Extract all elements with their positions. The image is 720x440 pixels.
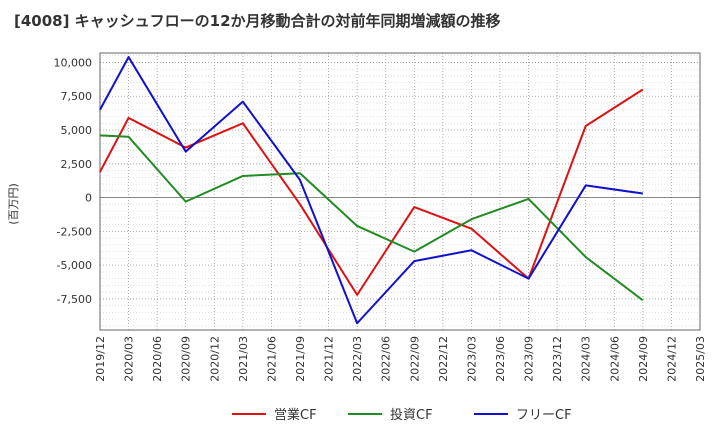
x-tick-label: 2023/12 (551, 336, 564, 382)
x-tick-label: 2021/12 (323, 336, 336, 382)
legend-label-1: 投資CF (390, 407, 433, 423)
grid-layer (99, 53, 701, 330)
x-tick-label: 2020/12 (208, 336, 221, 382)
x-tick-label: 2019/12 (94, 336, 107, 382)
x-tick-label: 2024/12 (665, 336, 678, 382)
x-tick-label: 2021/06 (265, 336, 278, 382)
x-tick-label: 2021/09 (294, 336, 307, 382)
legend-label-0: 営業CF (274, 407, 317, 423)
x-tick-label: 2022/06 (380, 336, 393, 382)
series-line-0 (99, 88, 644, 296)
y-axis-label: (百万円) (7, 183, 20, 225)
legend: 営業CF 投資CF フリーCF (232, 407, 572, 423)
y-tick-labels: 10,000 7,500 5,000 2,500 0 -2,500 -5,000 -7,500 (54, 56, 93, 305)
y-tick-label: 7,500 (61, 90, 93, 103)
series-line-2 (99, 56, 644, 325)
series-layer (99, 56, 644, 325)
x-tick-labels: 2019/12 2020/03 2020/06 2020/09 2020/12 2021/… (94, 336, 707, 382)
plot-background (100, 53, 700, 330)
x-tick-label: 2023/09 (523, 336, 536, 382)
x-tick-label: 2022/03 (351, 336, 364, 382)
chart-title: [4008] キャッシュフローの12か月移動合計の対前年同期増減額の推移 (14, 12, 501, 30)
x-tick-label: 2023/06 (494, 336, 507, 382)
x-tick-label: 2022/09 (408, 336, 421, 382)
plot-frame (99, 52, 701, 331)
x-tick-label: 2023/03 (465, 336, 478, 382)
series-line-1 (99, 134, 644, 302)
x-tick-label: 2020/06 (151, 336, 164, 382)
y-tick-label: 0 (85, 192, 92, 205)
y-tick-label: -5,000 (57, 259, 92, 272)
x-tick-label: 2020/03 (123, 336, 136, 382)
legend-label-2: フリーCF (516, 408, 572, 423)
x-tick-label: 2024/06 (608, 336, 621, 382)
y-tick-label: 5,000 (61, 124, 93, 137)
x-tick-label: 2025/03 (694, 336, 707, 382)
y-tick-label: 2,500 (61, 158, 93, 171)
y-tick-label: 10,000 (54, 56, 93, 69)
x-tick-label: 2021/03 (237, 336, 250, 382)
x-tick-label: 2024/09 (637, 336, 650, 382)
x-tick-label: 2024/03 (580, 336, 593, 382)
y-tick-label: -2,500 (57, 225, 92, 238)
y-tick-label: -7,500 (57, 293, 92, 306)
x-tick-label: 2022/12 (437, 336, 450, 382)
x-tick-label: 2020/09 (180, 336, 193, 382)
